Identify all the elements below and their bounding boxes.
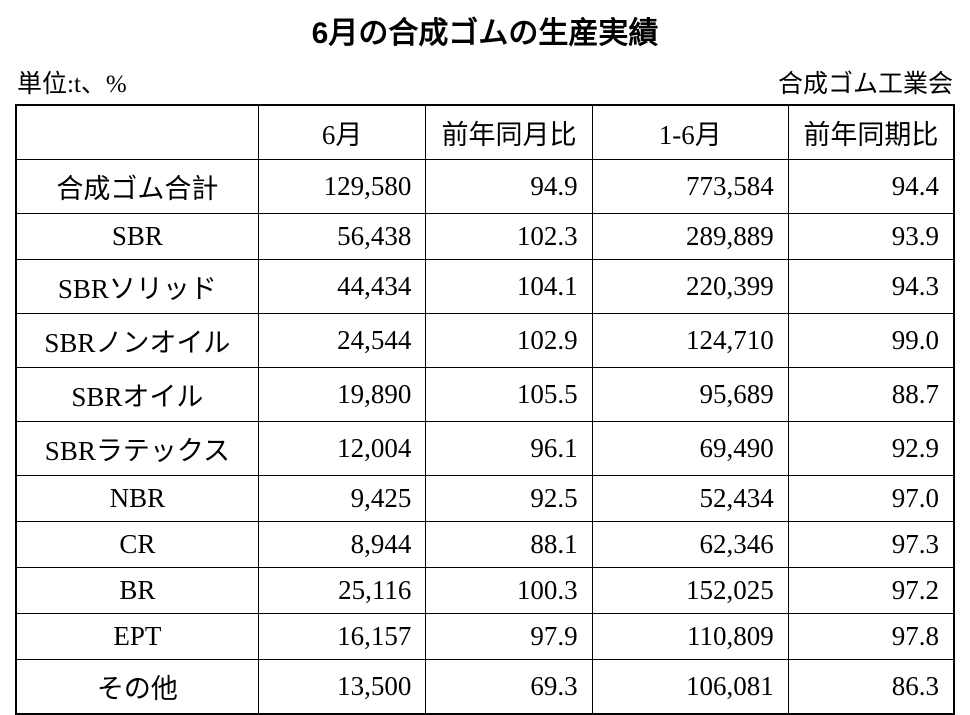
table-row: EPT16,15797.9110,80997.8 [16, 614, 954, 660]
row-label: EPT [16, 614, 258, 660]
table-row: BR25,116100.3152,02597.2 [16, 568, 954, 614]
unit-label: 単位:t、% [17, 64, 127, 100]
cell-cumyoy: 93.9 [788, 214, 954, 260]
table-row: SBR56,438102.3289,88993.9 [16, 214, 954, 260]
cell-yoy: 88.1 [426, 522, 592, 568]
cell-cumulative: 52,434 [592, 476, 788, 522]
table-row: その他13,50069.3106,08186.3 [16, 660, 954, 715]
cell-cumulative: 106,081 [592, 660, 788, 715]
cell-month: 25,116 [258, 568, 426, 614]
cell-cumyoy: 88.7 [788, 368, 954, 422]
cell-yoy: 102.3 [426, 214, 592, 260]
cell-month: 19,890 [258, 368, 426, 422]
cell-yoy: 96.1 [426, 422, 592, 476]
row-label: その他 [16, 660, 258, 715]
table-row: SBRソリッド44,434104.1220,39994.3 [16, 260, 954, 314]
table-row: 合成ゴム合計129,58094.9773,58494.4 [16, 160, 954, 214]
table-row: NBR9,42592.552,43497.0 [16, 476, 954, 522]
row-label: BR [16, 568, 258, 614]
row-label: SBRラテックス [16, 422, 258, 476]
cell-month: 13,500 [258, 660, 426, 715]
row-label: SBRオイル [16, 368, 258, 422]
cell-cumyoy: 97.3 [788, 522, 954, 568]
source-label: 合成ゴム工業会 [778, 64, 953, 100]
cell-month: 16,157 [258, 614, 426, 660]
cell-yoy: 94.9 [426, 160, 592, 214]
row-label: SBRソリッド [16, 260, 258, 314]
col-header-yoy: 前年同月比 [426, 105, 592, 160]
table-body: 合成ゴム合計129,58094.9773,58494.4SBR56,438102… [16, 160, 954, 715]
cell-cumulative: 62,346 [592, 522, 788, 568]
col-header-blank [16, 105, 258, 160]
table-header-row: 6月 前年同月比 1-6月 前年同期比 [16, 105, 954, 160]
cell-month: 129,580 [258, 160, 426, 214]
cell-month: 9,425 [258, 476, 426, 522]
row-label: SBRノンオイル [16, 314, 258, 368]
cell-yoy: 104.1 [426, 260, 592, 314]
cell-yoy: 102.9 [426, 314, 592, 368]
row-label: NBR [16, 476, 258, 522]
col-header-cumyoy: 前年同期比 [788, 105, 954, 160]
cell-yoy: 105.5 [426, 368, 592, 422]
cell-cumyoy: 97.2 [788, 568, 954, 614]
cell-cumyoy: 97.8 [788, 614, 954, 660]
cell-month: 8,944 [258, 522, 426, 568]
table-row: SBRオイル19,890105.595,68988.7 [16, 368, 954, 422]
table-row: CR8,94488.162,34697.3 [16, 522, 954, 568]
cell-cumulative: 124,710 [592, 314, 788, 368]
cell-cumulative: 110,809 [592, 614, 788, 660]
header-row: 単位:t、% 合成ゴム工業会 [15, 64, 955, 100]
cell-cumyoy: 99.0 [788, 314, 954, 368]
cell-yoy: 92.5 [426, 476, 592, 522]
cell-month: 24,544 [258, 314, 426, 368]
cell-yoy: 97.9 [426, 614, 592, 660]
cell-yoy: 69.3 [426, 660, 592, 715]
col-header-cumulative: 1-6月 [592, 105, 788, 160]
cell-cumulative: 289,889 [592, 214, 788, 260]
cell-cumyoy: 97.0 [788, 476, 954, 522]
cell-cumulative: 95,689 [592, 368, 788, 422]
row-label: SBR [16, 214, 258, 260]
cell-cumulative: 152,025 [592, 568, 788, 614]
col-header-month: 6月 [258, 105, 426, 160]
cell-cumulative: 220,399 [592, 260, 788, 314]
row-label: CR [16, 522, 258, 568]
cell-yoy: 100.3 [426, 568, 592, 614]
row-label: 合成ゴム合計 [16, 160, 258, 214]
cell-cumyoy: 94.3 [788, 260, 954, 314]
table-row: SBRノンオイル24,544102.9124,71099.0 [16, 314, 954, 368]
page-title: 6月の合成ゴムの生産実績 [15, 8, 955, 52]
cell-cumyoy: 94.4 [788, 160, 954, 214]
cell-month: 56,438 [258, 214, 426, 260]
cell-cumyoy: 86.3 [788, 660, 954, 715]
cell-cumyoy: 92.9 [788, 422, 954, 476]
cell-month: 44,434 [258, 260, 426, 314]
production-table: 6月 前年同月比 1-6月 前年同期比 合成ゴム合計129,58094.9773… [15, 104, 955, 715]
cell-cumulative: 773,584 [592, 160, 788, 214]
table-row: SBRラテックス12,00496.169,49092.9 [16, 422, 954, 476]
cell-cumulative: 69,490 [592, 422, 788, 476]
cell-month: 12,004 [258, 422, 426, 476]
